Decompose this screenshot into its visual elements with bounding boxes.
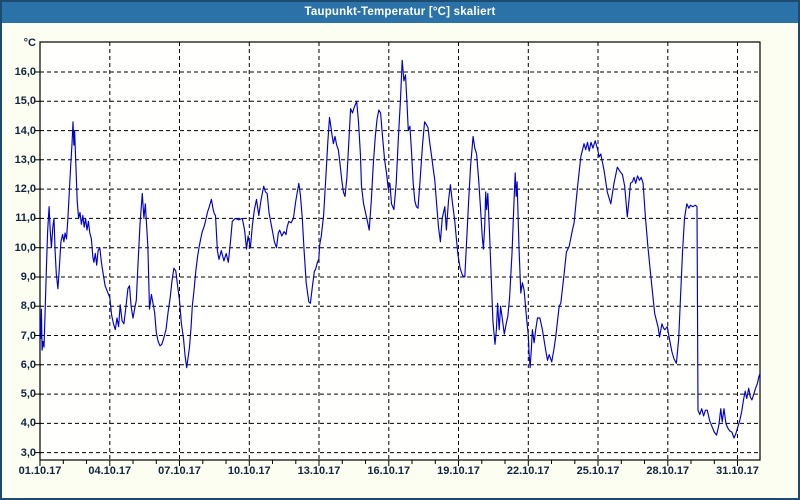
window-title: Taupunkt-Temperatur [°C] skaliert	[304, 6, 496, 18]
x-tick-label: 28.10.17	[646, 465, 690, 477]
x-tick-label: 04.10.17	[88, 465, 132, 477]
y-tick-label: 6,0	[20, 358, 36, 371]
x-tick-label: 07.10.17	[158, 465, 201, 477]
y-tick-label: 11,0	[15, 212, 36, 225]
title-bar[interactable]: Taupunkt-Temperatur [°C] skaliert	[2, 2, 798, 23]
x-tick-label: 10.10.17	[227, 465, 271, 477]
x-tick-label: 31.10.17	[716, 465, 759, 477]
y-tick-label: 8,0	[20, 300, 36, 313]
y-tick-label: 14,0	[14, 124, 36, 137]
x-tick-label: 25.10.17	[576, 465, 620, 477]
y-tick-label: 12,0	[14, 183, 36, 196]
dew-point-line	[39, 59, 761, 439]
x-tick-label: 01.10.17	[18, 465, 62, 477]
y-tick-label: 7,0	[20, 329, 36, 342]
y-tick-label: 15,0	[14, 95, 36, 108]
x-tick-label: 22.10.17	[506, 465, 550, 477]
y-tick-label: 16,0	[14, 66, 36, 78]
y-tick-label: 9,0	[20, 270, 36, 283]
y-tick-label: 3,0	[20, 446, 36, 459]
y-tick-label: 10,0	[14, 241, 36, 254]
x-tick-label: 19.10.17	[437, 465, 480, 477]
y-tick-label: 4,0	[20, 417, 36, 430]
x-tick-label: 16.10.17	[367, 465, 411, 477]
x-tick-label: 13.10.17	[297, 465, 341, 477]
y-axis-unit-label: °C	[23, 37, 36, 49]
y-tick-label: 5,0	[20, 388, 36, 401]
y-tick-label: 13,0	[14, 153, 36, 166]
